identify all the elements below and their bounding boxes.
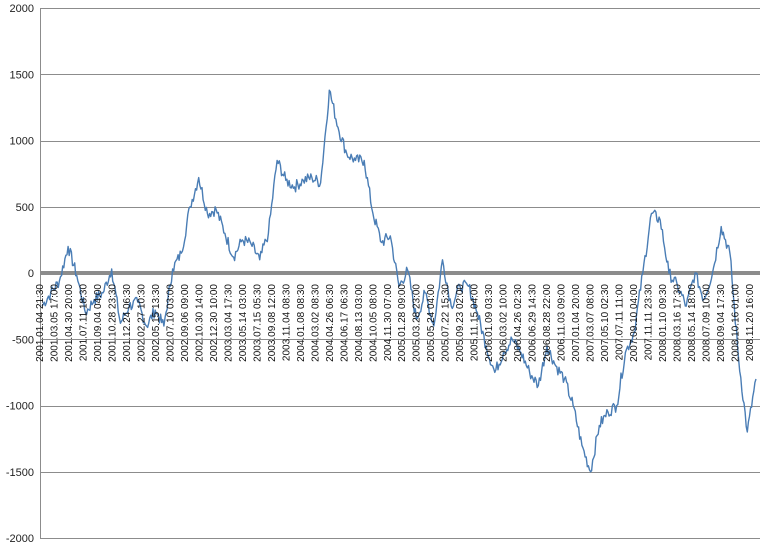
y-tick-label: 0: [28, 268, 34, 280]
x-tick-label: 2002.10.30 14:00: [194, 284, 205, 362]
x-tick-label: 2007.05.10 02:30: [600, 284, 611, 362]
x-tick-label: 2001.10.28 23:30: [107, 284, 118, 362]
x-tick-label: 2008.05.14 18:00: [687, 284, 698, 362]
x-tick-label: 2008.09.04 17:30: [716, 284, 727, 362]
y-tick-label: 2000: [10, 3, 34, 15]
x-tick-label: 2004.03.02 08:30: [310, 284, 321, 362]
x-tick-label: 2006.03.02 10:00: [499, 284, 510, 362]
x-tick-label: 2005.07.22 15:30: [441, 284, 452, 362]
y-tick-label: -1500: [6, 467, 34, 479]
x-tick-label: 2002.07.10 03:00: [165, 284, 176, 362]
x-tick-label: 2001.12.24 06:30: [122, 284, 133, 362]
x-tick-label: 2003.07.15 05:30: [252, 284, 263, 362]
y-tick-label: 500: [16, 202, 34, 214]
y-tick-label: 1000: [10, 136, 34, 148]
y-axis-tick-labels: 2000 1500 1000 500 0 -500 -1000 -1500 -2000: [6, 3, 34, 545]
gridlines: [40, 8, 760, 539]
x-tick-label: 2006.06.29 14:30: [528, 284, 539, 362]
x-tick-label: 2007.09.10 04:00: [629, 284, 640, 362]
x-tick-label: 2002.05.15 13:30: [151, 284, 162, 362]
x-tick-label: 2005.03.28 23:00: [412, 284, 423, 362]
x-tick-label: 2007.01.04 20:00: [571, 284, 582, 362]
x-tick-label: 2005.11.15 04:00: [470, 284, 481, 362]
x-tick-label: 2003.05.14 03:00: [238, 284, 249, 362]
y-tick-label: -2000: [6, 533, 34, 545]
x-tick-label: 2006.01.09 03:30: [484, 284, 495, 362]
x-tick-label: 2005.05.24 04:00: [426, 284, 437, 362]
x-tick-label: 2004.06.17 06:30: [339, 284, 350, 362]
y-tick-label: 1500: [10, 69, 34, 81]
x-tick-label: 2008.10.16 01:00: [731, 284, 742, 362]
x-tick-label: 2001.04.30 20:00: [64, 284, 75, 362]
x-tick-label: 2005.01.28 09:00: [397, 284, 408, 362]
x-tick-label: 2007.07.11 11:00: [615, 284, 626, 361]
x-tick-label: 2005.09.23 02:00: [455, 284, 466, 362]
x-tick-label: 2002.12.30 10:00: [209, 284, 220, 362]
x-tick-label: 2002.02.27 10:30: [136, 284, 147, 362]
x-tick-label: 2004.01.08 08:30: [296, 284, 307, 362]
x-tick-label: 2006.04.26 02:30: [513, 284, 524, 362]
x-axis-tick-labels: 2001.01.04 21:30 2001.03.05 17:00 2001.04.…: [35, 284, 756, 362]
x-tick-label: 2008.03.16 17:30: [673, 284, 684, 362]
x-tick-label: 2004.11.30 07:00: [383, 284, 394, 362]
x-tick-label: 2004.08.13 03:00: [354, 284, 365, 362]
x-tick-label: 2003.03.04 17:30: [223, 284, 234, 362]
x-tick-label: 2001.09.04 04:00: [93, 284, 104, 362]
x-tick-label: 2008.07.09 10:00: [702, 284, 713, 362]
x-tick-label: 2003.09.08 12:00: [267, 284, 278, 362]
x-tick-label: 2003.11.04 08:30: [281, 284, 292, 362]
y-tick-label: -500: [12, 334, 34, 346]
x-tick-label: 2004.10.05 08:00: [368, 284, 379, 362]
x-tick-label: 2006.08.28 22:00: [542, 284, 553, 362]
x-tick-label: 2002.09.06 09:00: [180, 284, 191, 362]
x-tick-label: 2007.03.07 08:00: [586, 284, 597, 362]
x-tick-label: 2006.11.03 09:00: [557, 284, 568, 362]
y-tick-label: -1000: [6, 401, 34, 413]
x-tick-label: 2008.11.20 16:00: [745, 284, 756, 362]
x-tick-label: 2004.04.26 06:30: [325, 284, 336, 362]
x-tick-label: 2008.01.10 09:30: [658, 284, 669, 362]
x-tick-label: 2001.07.11 18:30: [79, 284, 90, 362]
x-tick-label: 2001.03.05 17:00: [50, 284, 61, 362]
x-tick-label: 2007.11.11 23:30: [644, 284, 655, 361]
x-tick-label: 2001.01.04 21:30: [35, 284, 46, 362]
series-line: [41, 89, 757, 473]
